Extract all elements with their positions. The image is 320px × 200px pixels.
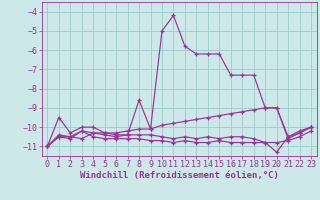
- X-axis label: Windchill (Refroidissement éolien,°C): Windchill (Refroidissement éolien,°C): [80, 171, 279, 180]
